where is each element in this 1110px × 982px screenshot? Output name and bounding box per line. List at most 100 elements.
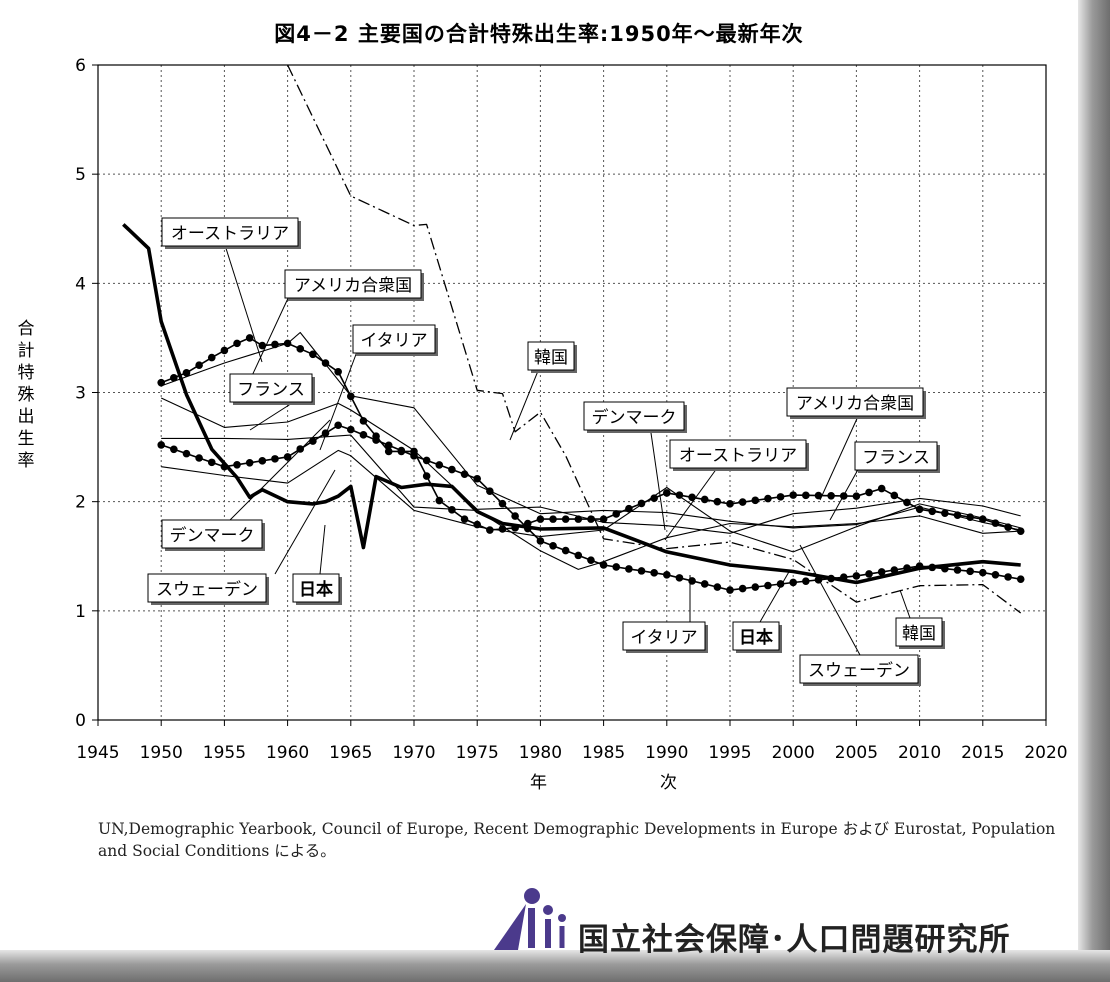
callout-leader: [319, 524, 326, 575]
callout-label: フランス: [237, 380, 305, 400]
data-point-usa: [536, 515, 545, 523]
data-point-italy: [296, 445, 305, 453]
data-point-usa: [511, 524, 519, 532]
data-point-usa: [309, 350, 317, 359]
callout-leader: [229, 419, 331, 521]
data-point-italy: [347, 425, 355, 434]
callout-label: デンマーク: [170, 525, 255, 546]
page-frame-right: [1078, 0, 1110, 982]
data-point-italy: [473, 474, 482, 483]
callout-leader: [649, 425, 666, 531]
data-point-italy: [625, 565, 633, 573]
callout-box: [229, 373, 313, 403]
data-point-italy: [877, 568, 886, 576]
data-point-italy: [941, 564, 949, 573]
x-tick-label: 1995: [708, 743, 751, 763]
data-point-usa: [713, 497, 722, 506]
data-point-italy: [751, 583, 760, 591]
callout-label: デンマーク: [592, 407, 677, 428]
callout-leader: [819, 411, 861, 501]
data-point-italy: [523, 524, 532, 533]
callout-box: [161, 519, 263, 549]
callout-box: [732, 621, 780, 651]
callout-leader: [274, 469, 336, 575]
data-point-usa: [789, 491, 797, 499]
x-tick-label: 2015: [961, 743, 1004, 763]
callout-box: [622, 621, 706, 651]
x-tick-label: 1960: [266, 743, 309, 763]
data-point-italy: [928, 563, 937, 572]
data-point-usa: [700, 495, 709, 504]
x-axis-label: 年 次: [530, 773, 725, 793]
data-point-usa: [802, 491, 810, 500]
data-point-usa: [460, 515, 469, 523]
data-point-usa: [625, 504, 633, 513]
x-tick-label: 1990: [645, 743, 688, 763]
ipss-logo-text: 国立社会保障･人口問題研究所: [578, 922, 1011, 958]
data-point-usa: [688, 493, 696, 502]
data-point-italy: [903, 564, 911, 572]
data-point-usa: [435, 496, 444, 505]
data-point-usa: [776, 493, 785, 501]
data-point-usa: [258, 341, 267, 350]
axes: [92, 64, 1047, 726]
data-point-italy: [207, 458, 216, 467]
data-point-italy: [713, 583, 722, 591]
data-point-italy: [738, 584, 747, 593]
callout-leader: [509, 365, 541, 441]
data-point-usa: [877, 484, 886, 493]
data-point-usa: [245, 334, 254, 342]
data-point-italy: [422, 456, 431, 465]
data-point-italy: [764, 581, 772, 590]
callout-label: 韓国: [902, 624, 936, 644]
callout-label: オーストラリア: [679, 446, 797, 466]
data-point-usa: [182, 369, 191, 377]
y-axis-label: 合計特殊出生率: [17, 319, 35, 471]
data-point-usa: [549, 515, 557, 523]
data-point-usa: [890, 491, 899, 500]
callout-label: イタリア: [630, 628, 697, 648]
data-point-italy: [991, 571, 1000, 579]
data-point-italy: [979, 568, 987, 577]
callout-leader: [319, 348, 359, 451]
data-point-italy: [511, 512, 519, 520]
data-point-usa: [827, 491, 835, 500]
fertility-chart: 1945 1950 1955 1960 1965 1970 1975 1980 1985 1990…: [75, 56, 1067, 763]
callout-label: 日本: [739, 627, 773, 648]
data-point-italy: [271, 455, 279, 463]
data-point-italy: [839, 573, 848, 582]
x-tick-label: 1950: [140, 743, 183, 763]
data-point-italy: [650, 569, 658, 577]
data-point-italy: [182, 449, 191, 458]
data-point-usa: [865, 488, 873, 497]
series-lines: [122, 64, 1025, 614]
callout-leader: [223, 241, 263, 363]
callout-box: [147, 573, 267, 603]
data-point-italy: [233, 460, 241, 469]
data-point-usa: [738, 498, 747, 506]
callout-box: [161, 217, 299, 247]
data-point-italy: [574, 551, 583, 560]
callout-label: アメリカ合衆国: [294, 276, 412, 296]
callout-leader: [829, 465, 861, 521]
callout-label: 日本: [299, 579, 333, 600]
data-point-usa: [663, 489, 671, 497]
data-point-usa: [612, 510, 621, 518]
x-tick-label: 2000: [772, 743, 815, 763]
y-tick-label: 2: [75, 493, 86, 513]
x-tick-label: 1970: [392, 743, 435, 763]
data-point-italy: [700, 580, 709, 588]
data-point-usa: [157, 378, 165, 387]
x-tick-label: 1975: [456, 743, 499, 763]
data-point-italy: [549, 541, 557, 550]
data-point-italy: [966, 567, 974, 576]
callout-leader: [249, 293, 291, 381]
data-point-italy: [612, 563, 621, 571]
data-point-italy: [498, 499, 507, 508]
data-point-italy: [309, 437, 317, 445]
data-point-usa: [207, 353, 216, 362]
callout-box: [669, 439, 807, 469]
data-point-usa: [486, 526, 494, 534]
data-point-usa: [650, 494, 658, 502]
annotations: オーストラリアアメリカ合衆国イタリアフランス韓国デンマークオーストラリアアメリカ…: [147, 217, 945, 686]
